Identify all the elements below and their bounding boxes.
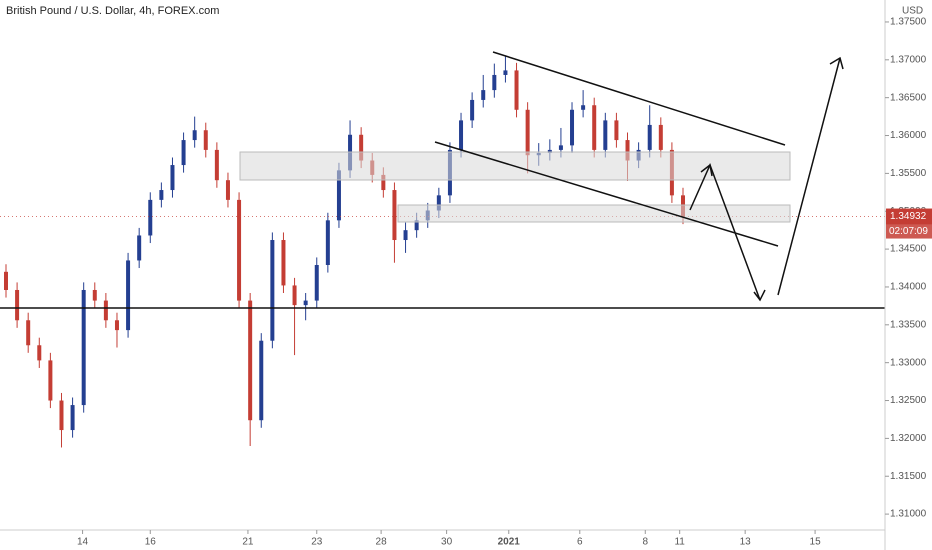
candle-body [547,149,552,153]
arrow-head [700,163,713,177]
candle-body [281,240,286,286]
arrow-head [829,56,844,70]
candle-body [248,300,253,421]
candle-body [3,271,8,290]
candle-body [658,124,663,150]
candle-body [237,199,242,301]
candle-body [481,90,486,100]
candle-body [359,134,364,161]
candle-body [470,99,475,121]
x-tick-label: 6 [577,537,583,548]
candle-body [159,190,164,200]
candle-body [514,70,519,110]
candle-body [436,195,441,211]
candle-body [270,240,275,341]
candle-body [459,120,464,150]
candle-body [325,220,330,265]
x-tick-label: 21 [242,537,254,548]
x-tick-label: 30 [441,537,453,548]
y-tick-label: 1.34500 [890,244,927,255]
candle-body [92,289,97,301]
candle-body [392,190,397,241]
candle-body [148,199,153,236]
countdown-label: 02:07:09 [889,226,928,237]
currency-label: USD [902,6,923,17]
y-tick-label: 1.36000 [890,130,927,141]
y-tick-label: 1.33000 [890,357,927,368]
candle-body [303,300,308,306]
candle-body [103,300,108,321]
candle-body [114,320,119,331]
y-tick-label: 1.32000 [890,433,927,444]
x-tick-label: 13 [740,537,752,548]
last-price-label: 1.34932 [890,211,927,222]
y-tick-label: 1.31000 [890,509,927,520]
y-tick-label: 1.37500 [890,17,927,28]
channel-bottom [434,141,779,247]
candle-body [126,260,131,331]
candle-body [492,74,497,91]
candle-body [214,149,219,181]
projection-path [777,57,841,296]
x-tick-label: 15 [810,537,822,548]
channel-top [492,51,786,146]
candle-body [525,109,530,156]
candle-body [170,165,175,191]
candle-body [336,170,341,221]
candle-body [625,140,630,161]
candle-body [647,124,652,150]
candle-body [503,70,508,75]
candle-body [192,130,197,141]
y-tick-label: 1.31500 [890,471,927,482]
last-price-box [886,208,932,225]
demand-zone [397,204,791,223]
x-tick-label: 23 [311,537,323,548]
y-tick-label: 1.35500 [890,168,927,179]
candle-body [592,105,597,150]
candle-body [37,345,42,361]
candle-body [81,289,86,406]
x-tick-label: 14 [77,537,89,548]
candle-body [403,230,408,241]
x-tick-label: 16 [145,537,157,548]
arrow-head [753,289,766,302]
chart-title: British Pound / U.S. Dollar, 4h, FOREX.c… [6,5,219,17]
candle-body [26,320,31,346]
y-tick-label: 1.33500 [890,319,927,330]
candle-body [570,109,575,146]
candle-body [70,405,75,431]
candle-body [292,285,297,306]
candle-body [15,289,20,321]
candle-body [603,120,608,150]
candle-body [137,235,142,261]
drawings [0,51,885,309]
x-tick-label: 2021 [498,537,521,548]
y-tick-label: 1.32500 [890,395,927,406]
candle-body [225,180,230,200]
candle-body [381,174,386,191]
y-tick-label: 1.34000 [890,282,927,293]
countdown-box [886,224,932,239]
candle-body [59,400,64,431]
candle-body [414,220,419,231]
candle-body [558,145,563,150]
x-tick-label: 8 [642,537,648,548]
x-tick-label: 28 [376,537,388,548]
x-tick-label: 11 [674,537,685,548]
candle-body [314,265,319,301]
candle-body [259,340,264,421]
candle-body [614,120,619,141]
candle-body [581,105,586,110]
candle-body [203,130,208,150]
candle-body [181,140,186,166]
candle-body [48,360,53,401]
y-tick-label: 1.37000 [890,54,927,65]
y-tick-label: 1.36500 [890,92,927,103]
